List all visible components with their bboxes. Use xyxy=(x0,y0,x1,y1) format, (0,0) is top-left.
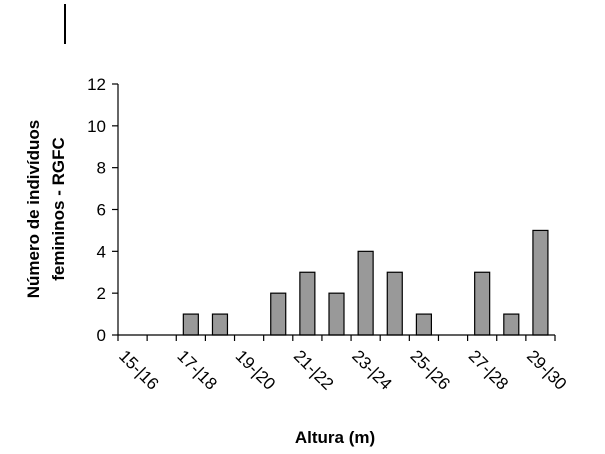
x-tick-label: 19-|20 xyxy=(232,346,279,393)
y-tick-label: 6 xyxy=(97,201,106,220)
y-tick-label: 12 xyxy=(87,75,106,94)
y-tick-label: 10 xyxy=(87,117,106,136)
x-tick-label: 21-|22 xyxy=(290,346,337,393)
bar xyxy=(474,271,491,336)
x-axis-title: Altura (m) xyxy=(295,428,375,447)
x-tick-label: 27-|28 xyxy=(465,346,512,393)
y-axis: 0 2 4 6 8 10 12 xyxy=(87,75,119,345)
bar xyxy=(357,250,374,336)
x-tick-label: 15-|16 xyxy=(115,346,162,393)
y-tick-label: 4 xyxy=(97,242,106,261)
bar xyxy=(386,271,403,336)
x-tick-label: 17-|18 xyxy=(173,346,220,393)
x-axis: 15-|16 17-|18 19-|20 21-|22 23-|24 25-|26 27-|… xyxy=(115,334,570,394)
y-axis-title-line-2: femininos - RGFC xyxy=(49,137,68,281)
y-axis-title-line-1: Número de indivíduos xyxy=(24,120,43,299)
bar xyxy=(328,292,345,336)
y-tick-label: 8 xyxy=(97,159,106,178)
bar xyxy=(270,292,287,336)
x-tick-label: 23-|24 xyxy=(348,346,395,393)
x-tick-label: 25-|26 xyxy=(407,346,454,393)
bar xyxy=(211,313,229,336)
bar xyxy=(503,313,520,336)
y-tick-label: 0 xyxy=(97,326,106,345)
x-tick-label: 29-|30 xyxy=(523,346,570,393)
bar xyxy=(182,313,199,336)
y-tick-label: 2 xyxy=(97,284,106,303)
bar xyxy=(299,271,316,336)
bar xyxy=(532,229,549,336)
bar xyxy=(415,313,432,336)
bars-group xyxy=(182,229,549,336)
